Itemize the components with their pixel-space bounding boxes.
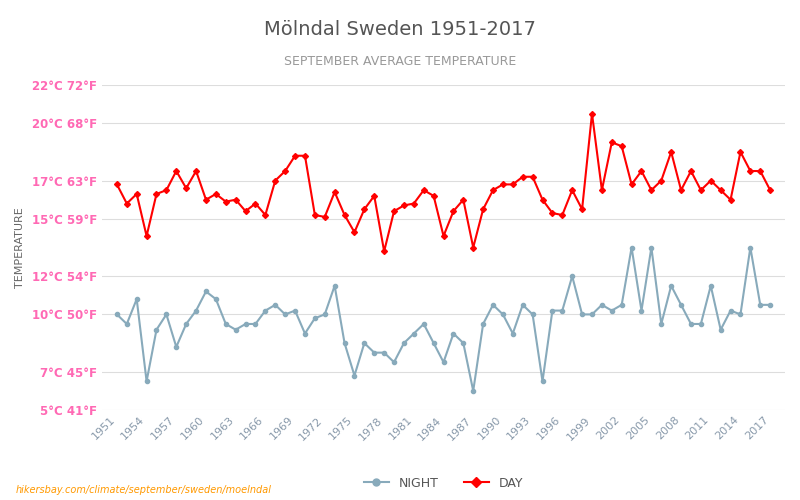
DAY xyxy=(112,182,122,188)
Text: hikersbay.com/climate/september/sweden/moelndal: hikersbay.com/climate/september/sweden/m… xyxy=(16,485,272,495)
DAY xyxy=(726,196,735,202)
Text: SEPTEMBER AVERAGE TEMPERATURE: SEPTEMBER AVERAGE TEMPERATURE xyxy=(284,55,516,68)
NIGHT xyxy=(409,330,418,336)
DAY xyxy=(191,168,201,174)
Line: NIGHT: NIGHT xyxy=(115,246,772,393)
DAY xyxy=(626,182,636,188)
DAY xyxy=(419,187,429,193)
Text: Mölndal Sweden 1951-2017: Mölndal Sweden 1951-2017 xyxy=(264,20,536,39)
NIGHT xyxy=(617,302,626,308)
Line: DAY: DAY xyxy=(115,112,772,254)
DAY xyxy=(379,248,389,254)
DAY xyxy=(587,110,597,116)
NIGHT xyxy=(626,244,636,250)
NIGHT xyxy=(191,308,201,314)
NIGHT xyxy=(379,350,389,356)
DAY xyxy=(390,208,399,214)
NIGHT xyxy=(766,302,775,308)
NIGHT xyxy=(726,308,735,314)
Y-axis label: TEMPERATURE: TEMPERATURE xyxy=(15,207,25,288)
DAY xyxy=(162,187,171,193)
DAY xyxy=(766,187,775,193)
NIGHT xyxy=(162,312,171,318)
NIGHT xyxy=(469,388,478,394)
Legend: NIGHT, DAY: NIGHT, DAY xyxy=(359,472,528,494)
NIGHT xyxy=(112,312,122,318)
